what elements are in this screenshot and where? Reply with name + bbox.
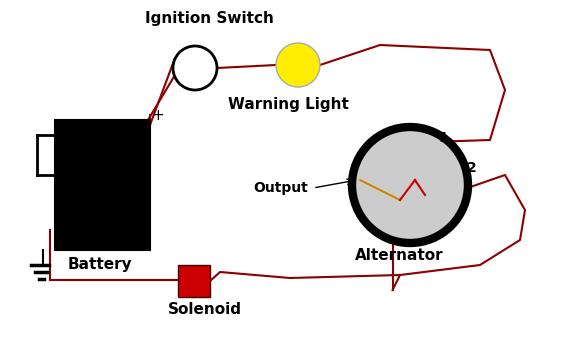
Text: Ignition Switch: Ignition Switch	[145, 10, 274, 26]
Text: Warning Light: Warning Light	[228, 97, 349, 113]
Text: Battery: Battery	[68, 257, 132, 273]
Text: 1: 1	[438, 131, 448, 145]
Bar	[55, 120, 150, 250]
Text: Output: Output	[253, 181, 308, 195]
Circle shape	[173, 46, 217, 90]
Text: Alternator: Alternator	[355, 248, 444, 262]
Text: +: +	[152, 108, 164, 122]
Circle shape	[276, 43, 320, 87]
Text: Solenoid: Solenoid	[168, 303, 242, 318]
Text: 2: 2	[467, 161, 477, 175]
Bar	[178, 265, 210, 297]
Circle shape	[352, 127, 468, 243]
